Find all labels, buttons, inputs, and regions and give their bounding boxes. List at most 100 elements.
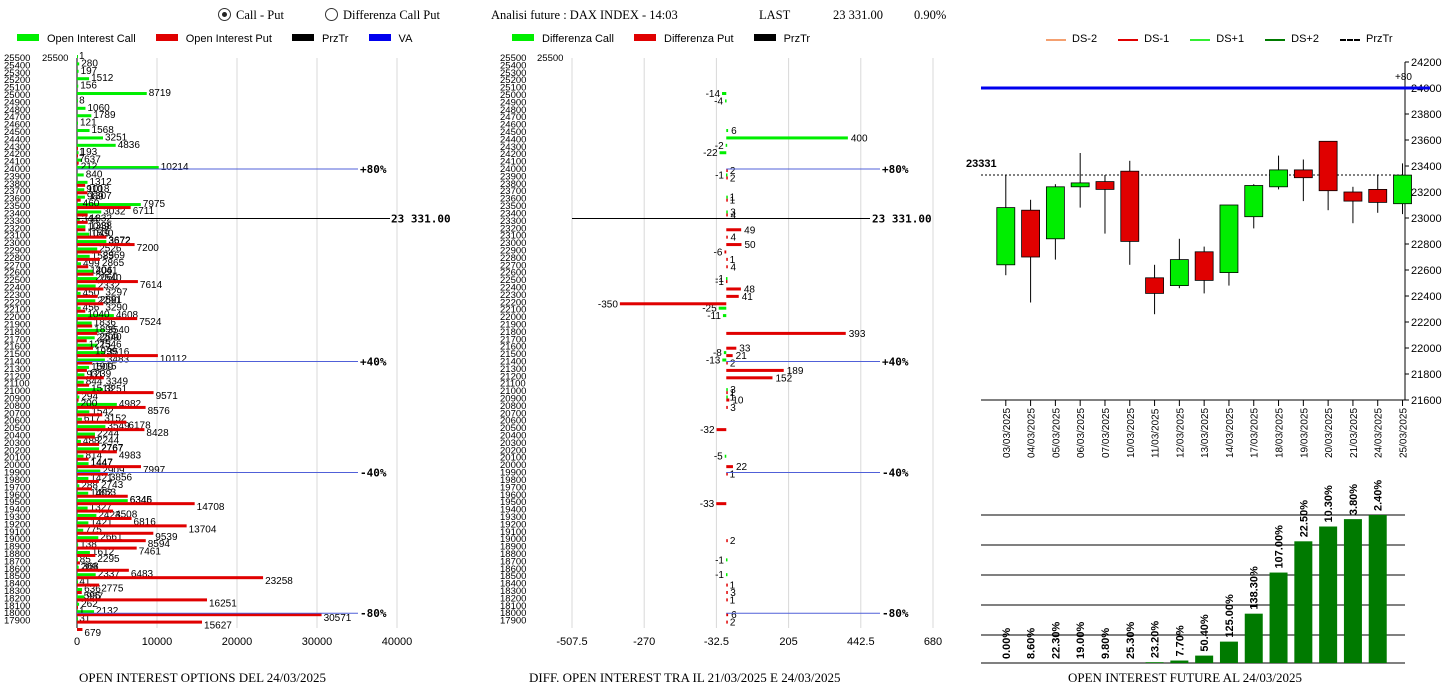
oi-call-value: 121: [80, 118, 97, 129]
y-tick-label: 22800: [1411, 239, 1442, 251]
diff-call-bar: [719, 151, 727, 155]
oi-put-value: 7200: [137, 243, 160, 254]
oi-put-bar: [77, 472, 108, 476]
radio-unselected-icon[interactable]: [325, 8, 338, 21]
diff-call-bar: [718, 306, 727, 310]
strike-tick-label: 25300: [500, 68, 526, 79]
oi-call-bar: [77, 217, 80, 221]
oi-call-value: 1530: [91, 229, 114, 240]
oi-call-bar: [77, 365, 90, 369]
diff-put-bar: [726, 620, 728, 624]
diff-call-value: -5: [714, 452, 723, 463]
legend-mid: Differenza Call Differenza Put PrzTr: [512, 33, 810, 45]
strike-tick-label: 19600: [4, 490, 30, 501]
x-date-label: 07/03/2025: [1101, 408, 1112, 458]
strike-tick-label: 20700: [500, 408, 526, 419]
oi-call-value: 3032: [103, 206, 126, 217]
oi-call-value: 156: [80, 81, 97, 92]
future-oi-label: 7.70%: [1174, 625, 1186, 656]
future-oi-bar: [1219, 641, 1238, 663]
diff-put-value: 6: [731, 610, 737, 621]
y-tick-label: 22200: [1411, 317, 1442, 329]
oi-call-value: 8: [79, 95, 85, 106]
oi-put-value: 6178: [128, 421, 151, 432]
strike-tick-label: 21400: [4, 357, 30, 368]
oi-put-bar: [77, 213, 88, 217]
diff-put-value: 1: [730, 595, 736, 606]
oi-call-bar: [77, 151, 79, 155]
strike-tick-label: 24500: [500, 127, 526, 138]
oi-call-bar: [77, 521, 89, 525]
diff-put-bar: [724, 250, 727, 254]
oi-call-value: 499: [83, 258, 100, 269]
oi-put-value: 1447: [91, 458, 114, 469]
oi-put-value: 1513: [91, 384, 114, 395]
diff-call-value: -25: [702, 304, 717, 315]
y-tick-label: 24200: [1411, 57, 1442, 69]
future-oi-bar: [1145, 662, 1164, 663]
strike-tick-label: 21700: [4, 334, 30, 345]
oi-call-value: 1312: [89, 177, 112, 188]
oi-put-bar: [77, 235, 107, 239]
strike-tick-label: 22400: [4, 282, 30, 293]
oi-call-value: 2661: [100, 532, 123, 543]
strike-tick-label: 23300: [500, 216, 526, 227]
diff-put-value: -6: [714, 247, 723, 258]
strike-tick-label: 23200: [500, 223, 526, 234]
oi-put-value: 3349: [106, 376, 129, 387]
oi-put-value: 595: [84, 591, 101, 602]
oi-put-value: 7997: [143, 465, 166, 476]
radio-call-put[interactable]: Call - Put: [218, 8, 284, 23]
y-tick-label: 23800: [1411, 109, 1442, 121]
diff-call-bar: [726, 388, 728, 392]
diff-put-bar: [726, 472, 728, 476]
diff-put-bar: [619, 302, 727, 306]
diff-call-value: 6: [731, 126, 737, 137]
strike-tick-label: 24100: [4, 157, 30, 168]
x-date-label: 12/03/2025: [1175, 408, 1186, 458]
strike-tick-label: 18100: [500, 601, 526, 612]
oi-call-value: 840: [86, 169, 103, 180]
legend-swatch-call: [17, 34, 39, 41]
oi-call-bar: [77, 99, 78, 103]
strike-tick-label: 18500: [500, 571, 526, 582]
diff-call-bar: [726, 195, 728, 199]
oi-put-value: 2591: [100, 295, 123, 306]
oi-put-bar: [77, 487, 92, 491]
oi-put-value: 23258: [265, 576, 293, 587]
oi-call-value: 288: [81, 480, 98, 491]
strike-tick-label: 24300: [500, 142, 526, 153]
legend-line-ds+2: [1265, 39, 1286, 41]
candle-body: [1045, 186, 1065, 240]
oi-put-bar: [77, 428, 145, 432]
diff-put-value: 21: [736, 351, 748, 362]
radio-differenza[interactable]: Differenza Call Put: [325, 8, 440, 23]
footer-mid: DIFF. OPEN INTEREST TRA IL 21/03/2025 E …: [529, 670, 841, 685]
x-tick-label: 442.5: [847, 636, 875, 648]
diff-put-bar: [726, 376, 773, 380]
oi-call-value: 2546: [99, 340, 122, 351]
strike-tick-label: 24100: [500, 157, 526, 168]
x-date-label: 10/03/2025: [1126, 408, 1137, 458]
oi-call-value: 41: [79, 577, 91, 588]
diff-put-value: 3: [730, 588, 736, 599]
oi-call-bar: [77, 203, 141, 207]
oi-put-value: 3672: [108, 236, 131, 247]
strike-tick-label: 23900: [500, 171, 526, 182]
strike-tick-label: 20900: [500, 394, 526, 405]
future-oi-label: 3.80%: [1348, 484, 1360, 515]
radio-selected-icon[interactable]: [218, 8, 231, 21]
oi-put-bar: [77, 183, 86, 187]
oi-call-bar: [77, 462, 89, 466]
strike-tick-label: 20400: [500, 431, 526, 442]
strike-tick-label: 21300: [500, 364, 526, 375]
oi-call-value: 1421: [90, 473, 113, 484]
x-tick-label: 680: [924, 636, 942, 648]
diff-put-bar: [726, 354, 733, 358]
legend-item-label: DS+2: [1291, 33, 1319, 45]
oi-call-bar: [77, 143, 116, 147]
oi-put-bar: [77, 465, 141, 469]
oi-call-value: 1060: [87, 103, 110, 114]
oi-put-bar: [77, 280, 138, 284]
oi-put-value: 1: [79, 606, 85, 617]
